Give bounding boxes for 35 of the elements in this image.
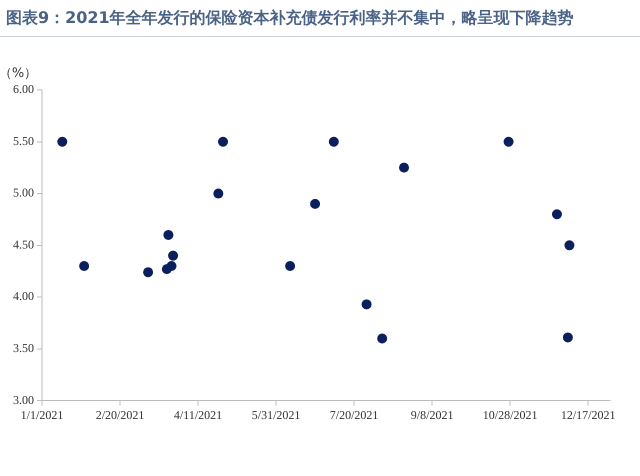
point xyxy=(213,188,224,199)
x-tick-label: 4/11/2021 xyxy=(174,408,222,422)
point xyxy=(143,267,154,278)
y-tick-label: 6.00 xyxy=(13,82,34,96)
x-tick-label: 12/17/2021 xyxy=(560,408,616,422)
x-tick-label: 2/20/2021 xyxy=(96,408,144,422)
point xyxy=(399,162,410,173)
x-tick-label: 7/20/2021 xyxy=(330,408,378,422)
y-tick-label: 5.50 xyxy=(13,134,34,148)
x-tick-label: 10/28/2021 xyxy=(482,408,538,422)
point xyxy=(504,136,514,147)
point xyxy=(552,209,562,220)
chart-title: 图表9：2021年全年发行的保险资本补充债发行利率并不集中，略呈现下降趋势 xyxy=(6,8,574,29)
y-tick-label: 5.00 xyxy=(13,186,34,200)
point xyxy=(79,261,90,272)
y-tick-label: 4.50 xyxy=(13,237,34,252)
point xyxy=(310,198,320,209)
point xyxy=(163,230,174,240)
point xyxy=(57,136,68,147)
point xyxy=(362,299,372,310)
point xyxy=(166,261,177,272)
x-tick-label: 9/8/2021 xyxy=(410,408,454,422)
point xyxy=(328,136,339,147)
point xyxy=(562,332,573,342)
y-tick-label: 3.00 xyxy=(13,392,34,407)
y-tick-label: 3.50 xyxy=(13,340,34,355)
point xyxy=(285,261,296,272)
x-tick-label: 1/1/2021 xyxy=(20,408,64,422)
point xyxy=(564,240,574,250)
y-axis-title: （%） xyxy=(0,66,38,81)
point xyxy=(168,250,178,261)
x-tick-label: 5/31/2021 xyxy=(252,408,300,422)
point xyxy=(218,136,228,147)
point xyxy=(377,333,388,344)
y-tick-label: 4.00 xyxy=(13,289,34,304)
